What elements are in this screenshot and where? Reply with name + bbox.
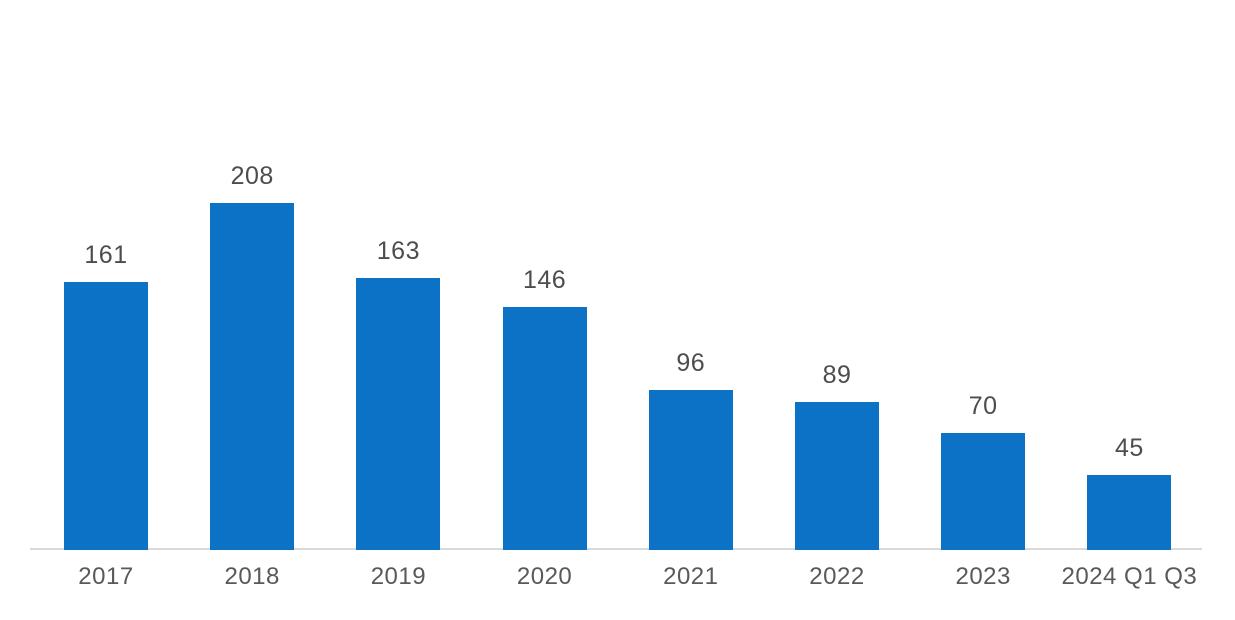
bar [64,282,148,550]
bar-value-label: 146 [522,266,567,294]
bar-value-label: 163 [376,237,420,265]
bar-value-label: 89 [822,361,852,389]
x-axis-label: 2021 [663,563,719,590]
x-axis-line [30,548,1202,550]
bar-value-label: 70 [968,392,998,420]
bar-value-label: 45 [1114,434,1144,462]
bar [648,390,733,550]
x-axis-label: 2019 [370,563,427,590]
bar-value-label: 161 [84,241,128,269]
x-axis-label: 2018 [224,563,280,590]
bar [210,203,295,550]
x-axis-label: 2023 [955,563,1011,590]
x-axis-label: 2024 Q1 Q3 [1061,563,1198,590]
bar [356,278,441,550]
x-axis-label: 2017 [78,563,134,590]
bar [941,433,1026,550]
bar-value-label: 96 [676,349,706,377]
bar [502,307,587,550]
bar [795,402,879,550]
x-axis-label: 2020 [516,563,573,590]
bar-value-label: 208 [230,162,274,190]
x-axis-label: 2022 [809,563,865,590]
bar [1087,475,1172,550]
